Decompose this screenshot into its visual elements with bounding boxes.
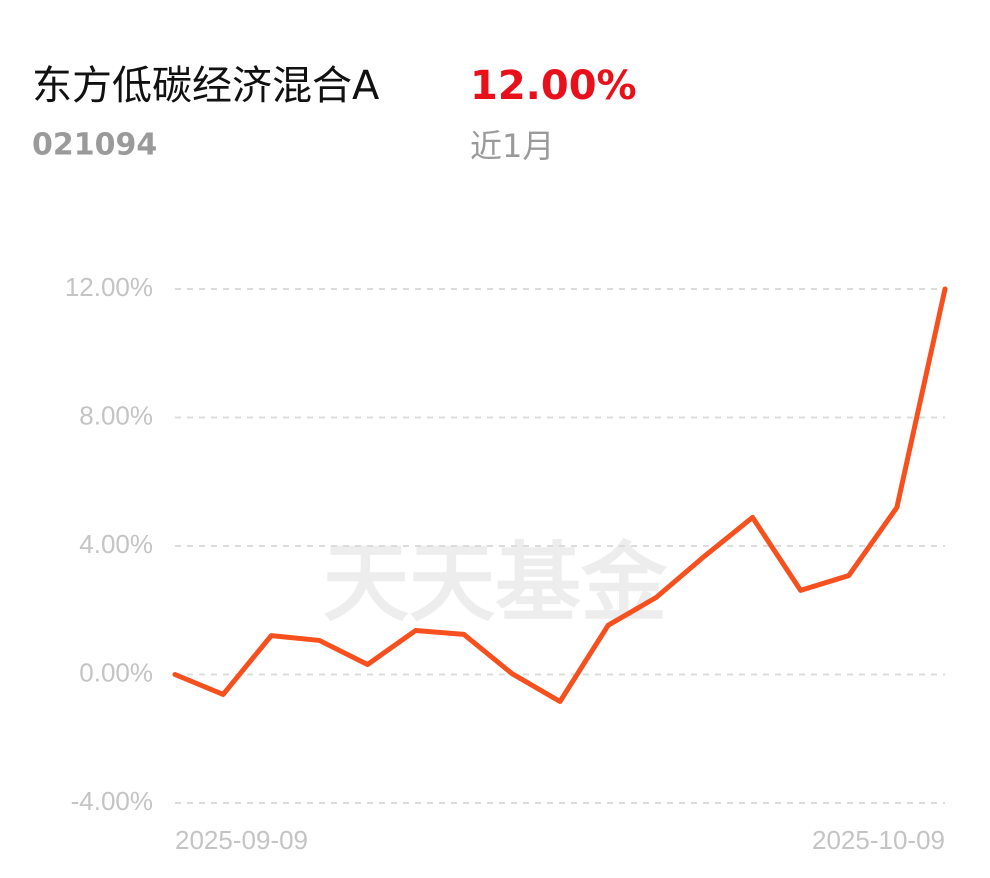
fund-title: 东方低碳经济混合A xyxy=(32,63,380,109)
x-tick-label: 2025-10-09 xyxy=(812,825,945,855)
y-tick-label: 8.00% xyxy=(79,400,153,430)
y-tick-label: 4.00% xyxy=(79,529,153,559)
fund-return: 12.00% xyxy=(470,63,637,109)
y-tick-label: -4.00% xyxy=(71,786,153,816)
x-tick-label: 2025-09-09 xyxy=(175,825,308,855)
watermark: 天天基金 xyxy=(323,533,668,634)
line-series xyxy=(172,286,948,704)
y-tick-label: 12.00% xyxy=(65,272,153,302)
y-tick-label: 0.00% xyxy=(79,657,153,687)
period-label: 近1月 xyxy=(470,127,554,165)
fund-code: 021094 xyxy=(32,128,157,163)
